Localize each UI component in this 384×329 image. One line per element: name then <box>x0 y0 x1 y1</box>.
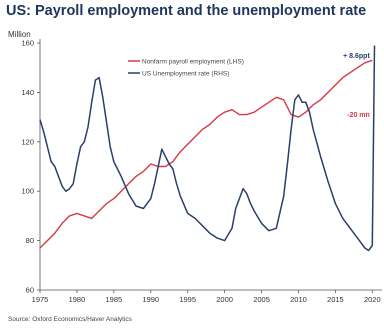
chart-legend: Nonfarm payroll employment (LHS) US Unemp… <box>128 58 244 77</box>
x-tick-label: 1985 <box>106 295 123 304</box>
chart-annotations: + 8.6ppt -20 mn <box>343 53 370 119</box>
y-axis-unit-label: Million <box>8 30 31 39</box>
y-tick-label: 80 <box>26 236 34 245</box>
y-tick-label: 140 <box>21 88 34 97</box>
y-tick-label: 100 <box>21 187 34 196</box>
x-tick-label: 1990 <box>142 295 159 304</box>
x-tick-label: 1980 <box>69 295 86 304</box>
legend-label: US Unemployment rate (RHS) <box>142 70 229 77</box>
unemployment-rate-line <box>39 45 376 252</box>
x-tick-label: 2005 <box>253 295 270 304</box>
x-tick-label: 1975 <box>32 295 49 304</box>
x-tick-label: 2000 <box>216 295 233 304</box>
annotation-unemployment-change: + 8.6ppt <box>343 53 370 60</box>
annotation-payroll-change: -20 mn <box>347 112 370 119</box>
y-tick-label: 160 <box>21 39 34 48</box>
x-tick-label: 1995 <box>179 295 196 304</box>
payroll-employment-line <box>39 59 373 249</box>
y-tick-label: 120 <box>21 137 34 146</box>
x-tick-label: 2020 <box>364 295 381 304</box>
source-note: Source: Oxford Economics/Haver Analytics <box>8 316 132 323</box>
chart-axes: 60 80 100 120 140 160 1975 1980 1985 1990 1995 2000… <box>21 39 382 304</box>
chart-title: US: Payroll employment and the unemploym… <box>6 3 367 19</box>
legend-label: Nonfarm payroll employment (LHS) <box>142 58 244 65</box>
x-tick-label: 2015 <box>327 295 344 304</box>
series-layer <box>39 45 376 252</box>
y-tick-label: 60 <box>26 286 34 295</box>
x-tick-label: 2010 <box>290 295 307 304</box>
